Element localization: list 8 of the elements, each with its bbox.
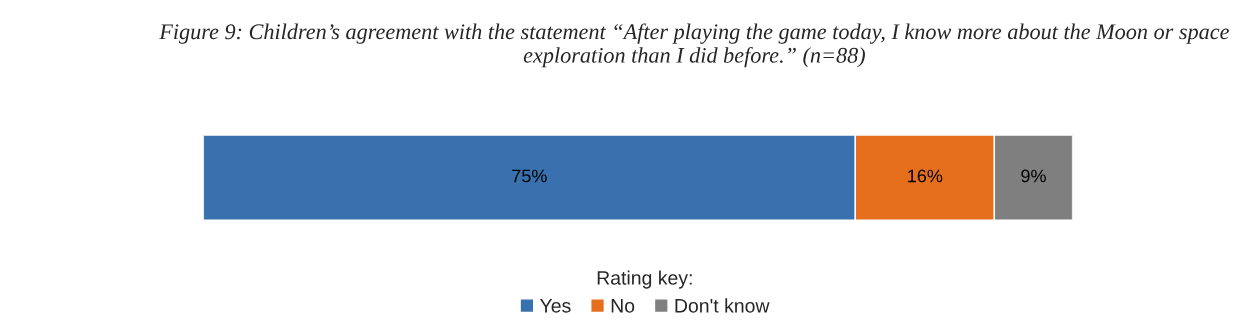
data-label: 9% [1021,169,1046,183]
legend-label: Yes [539,299,571,313]
data-label: 16% [908,169,943,183]
chart-title: Figure 9: Children’s agreement with the statement “After playing the game today, I know more about the Moon or space exploration than I did before.” (n=88) [159,23,1229,68]
legend-title: Rating key: [597,270,692,289]
data-label: 75% [512,169,547,183]
legend-label: Don't know [675,298,770,313]
legend-label: No [611,299,635,313]
